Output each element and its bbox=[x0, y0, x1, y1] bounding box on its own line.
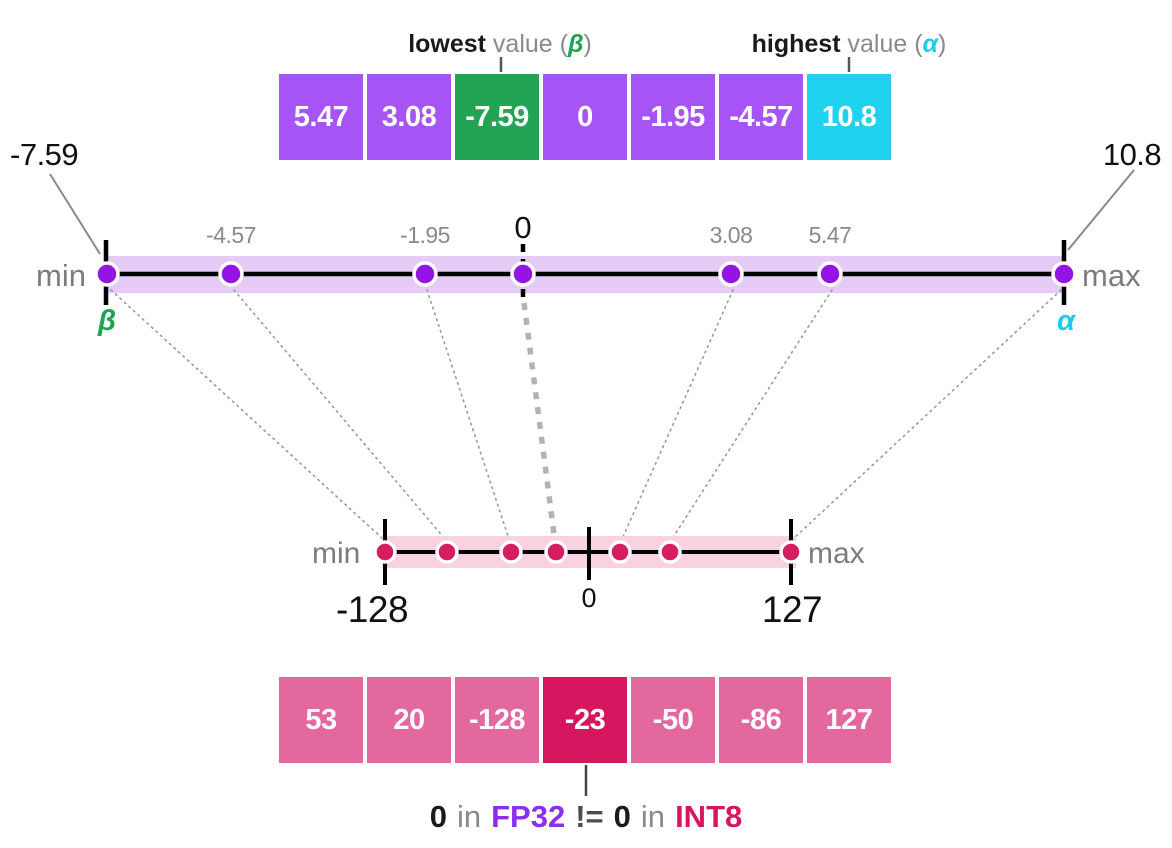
min-callout-line bbox=[49, 173, 101, 255]
lowest-mid: value ( bbox=[485, 30, 568, 58]
int8-cell: 53 bbox=[279, 677, 363, 763]
highest-mid: value ( bbox=[840, 30, 923, 58]
lowest-value-label: lowest value (β) bbox=[408, 30, 592, 59]
fp32-cell: 5.47 bbox=[279, 74, 363, 160]
mapping-connectors bbox=[110, 289, 1062, 540]
fp32-max-label: max bbox=[1082, 258, 1141, 293]
caption-int8: INT8 bbox=[675, 799, 743, 834]
int8-min-label: min bbox=[312, 537, 361, 570]
fp32-cell-lowest: -7.59 bbox=[455, 74, 539, 160]
int8-cell: 127 bbox=[807, 677, 891, 763]
lowest-close: ) bbox=[583, 30, 592, 58]
fp32-cell: 0 bbox=[543, 74, 627, 160]
int8-dots bbox=[373, 540, 803, 564]
caption-in-1: in bbox=[456, 799, 482, 834]
caption-zero-fp32: 0 bbox=[429, 799, 447, 834]
fp32-beta-label: β bbox=[98, 305, 116, 337]
fp32-cell: -1.95 bbox=[631, 74, 715, 160]
zero-mapping-connector bbox=[521, 302, 557, 535]
int8-cell: 20 bbox=[367, 677, 451, 763]
caption-fp32: FP32 bbox=[491, 799, 566, 834]
int8-max-value: 127 bbox=[761, 589, 823, 630]
fp32-cell-row: 5.47 3.08 -7.59 0 -1.95 -4.57 10.8 bbox=[279, 74, 891, 160]
fp32-tick-label: -1.95 bbox=[400, 222, 450, 248]
int8-min-value: -128 bbox=[335, 589, 409, 630]
fp32-tick-label: 3.08 bbox=[709, 222, 753, 248]
zero-point-caption: 0 in FP32 != 0 in INT8 bbox=[0, 799, 1172, 835]
lowest-bold: lowest bbox=[408, 30, 486, 58]
int8-max-label: max bbox=[808, 537, 865, 570]
int8-cell: -128 bbox=[455, 677, 539, 763]
fp32-cell: -4.57 bbox=[719, 74, 803, 160]
int8-cell: -86 bbox=[719, 677, 803, 763]
fp32-cell-highest: 10.8 bbox=[807, 74, 891, 160]
caption-neq: != bbox=[575, 799, 604, 834]
max-callout-line bbox=[1067, 169, 1135, 251]
beta-symbol: β bbox=[567, 30, 584, 58]
fp32-alpha-label: α bbox=[1057, 305, 1075, 337]
fp32-cell: 3.08 bbox=[367, 74, 451, 160]
highest-close: ) bbox=[938, 30, 947, 58]
fp32-min-callout: -7.59 bbox=[10, 137, 79, 172]
fp32-dots bbox=[94, 261, 1077, 287]
int8-cell-zero-mapped: -23 bbox=[543, 677, 627, 763]
fp32-tick-label: 5.47 bbox=[808, 222, 852, 248]
alpha-symbol: α bbox=[922, 30, 939, 58]
fp32-max-callout: 10.8 bbox=[1102, 137, 1162, 172]
int8-cell-row: 53 20 -128 -23 -50 -86 127 bbox=[279, 677, 891, 763]
highest-value-label: highest value (α) bbox=[752, 30, 947, 59]
int8-zero-label: 0 bbox=[581, 583, 597, 613]
int8-cell: -50 bbox=[631, 677, 715, 763]
highest-bold: highest bbox=[751, 30, 841, 58]
caption-in-2: in bbox=[640, 799, 666, 834]
fp32-zero-label: 0 bbox=[514, 210, 532, 245]
fp32-min-label: min bbox=[36, 258, 86, 293]
caption-zero-int8: 0 bbox=[613, 799, 631, 834]
fp32-tick-label: -4.57 bbox=[206, 222, 256, 248]
